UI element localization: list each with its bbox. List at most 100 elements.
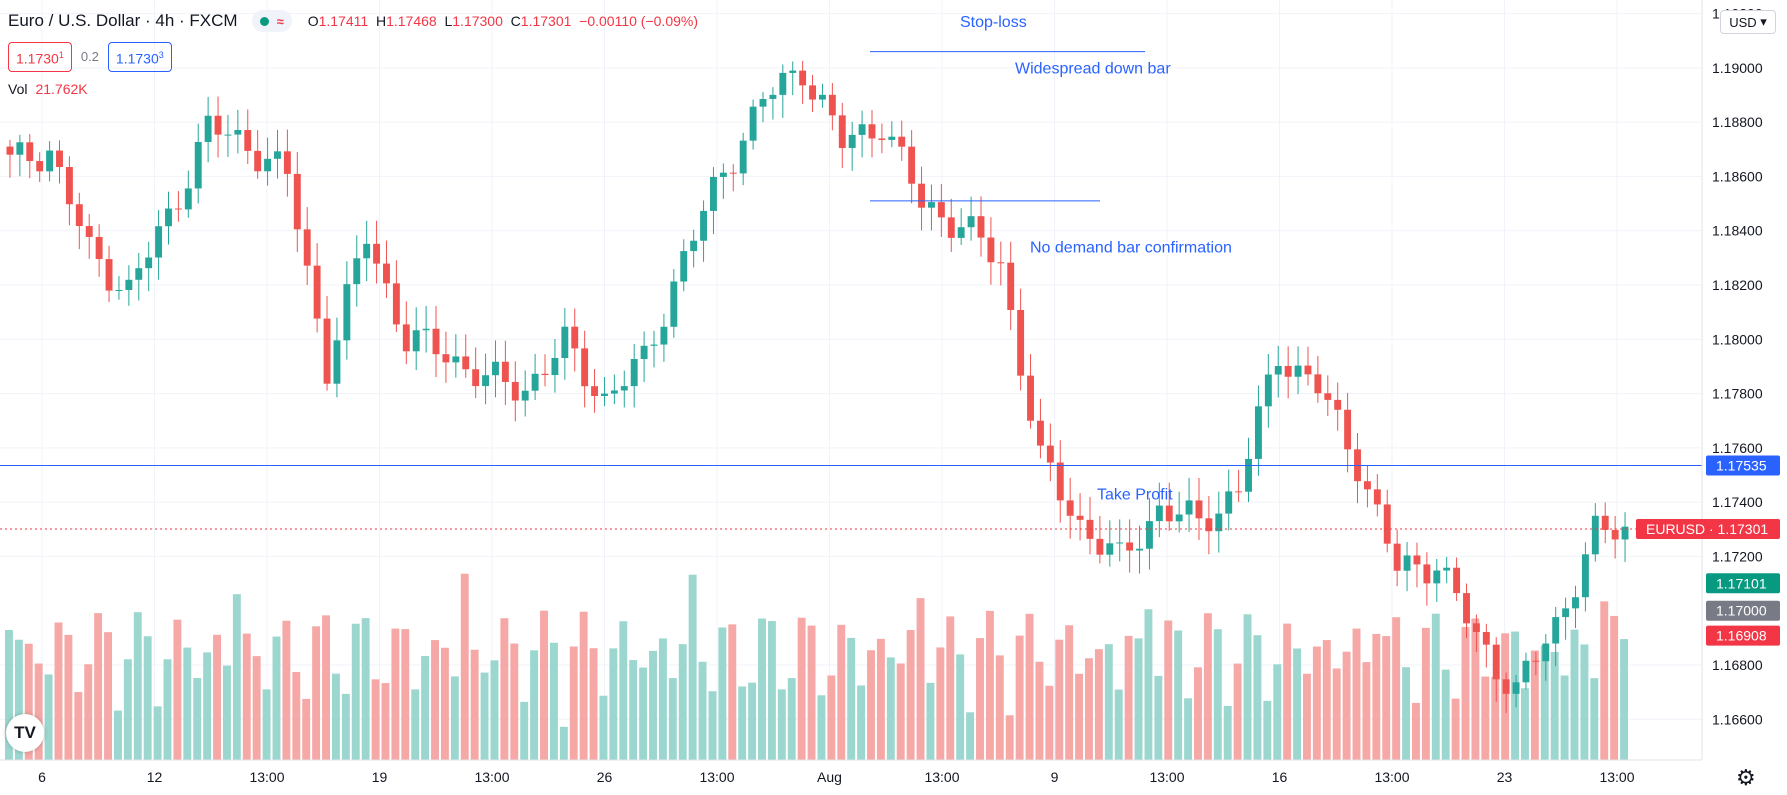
candle-body [1007, 262, 1015, 310]
candle-body [234, 129, 242, 135]
candle-body [1056, 462, 1064, 501]
volume-bar [1065, 625, 1074, 760]
candle-body [333, 340, 341, 384]
volume-bar [272, 636, 281, 760]
time-tick-label: 13:00 [249, 769, 284, 785]
volume-bar [599, 695, 608, 760]
volume-bar [1134, 638, 1143, 760]
volume-bar [857, 685, 866, 760]
volume-bar [1253, 635, 1262, 760]
candle-body [838, 115, 846, 148]
time-tick-label: 23 [1497, 769, 1513, 785]
volume-bar [1540, 645, 1549, 760]
candle-body [937, 202, 945, 218]
candle-body [1324, 393, 1332, 400]
volume-bar [44, 674, 53, 760]
volume-bar [698, 661, 707, 760]
candle-body [868, 124, 876, 139]
buy-button[interactable]: 1.17303 [107, 42, 172, 72]
time-tick-label: 19 [372, 769, 388, 785]
volume-bar [758, 618, 766, 760]
volume-bar [24, 643, 33, 760]
candle-body [1245, 458, 1252, 492]
candle-body [789, 70, 797, 73]
candle-body [155, 226, 163, 258]
candle-body [1284, 366, 1292, 377]
candle-body [442, 354, 450, 363]
candle-body [501, 361, 509, 382]
candle-body [1126, 542, 1134, 551]
volume-bar [906, 629, 915, 760]
volume-bar [1580, 644, 1589, 760]
volume-bar [1085, 658, 1093, 760]
candle-body [680, 251, 688, 282]
candle-body [660, 326, 668, 345]
candle-body [482, 375, 490, 387]
candle-body [977, 216, 985, 238]
volume-bar [1243, 614, 1252, 760]
volume-bar [718, 627, 727, 760]
volume-bar [14, 639, 23, 760]
volume-bar [867, 650, 875, 760]
candle-body [828, 94, 836, 116]
volume-bar [1035, 661, 1044, 760]
candle-body [1552, 617, 1560, 644]
candle-body [1185, 500, 1193, 515]
volume-bar [480, 672, 489, 760]
candle-body [432, 328, 440, 355]
candle-body [541, 373, 549, 376]
volume-bar [1471, 618, 1480, 760]
candle-body [383, 263, 390, 284]
volume-bar [688, 574, 697, 760]
sell-button[interactable]: 1.17301 [8, 42, 72, 72]
currency-select[interactable]: USD ▾ [1720, 10, 1776, 34]
volume-bar [966, 712, 975, 760]
candle-body [1581, 554, 1589, 598]
volume-bar [1283, 623, 1292, 760]
volume-bar [886, 657, 895, 760]
candle-body [591, 386, 599, 396]
volume-bar [1402, 667, 1411, 760]
candle-body [918, 183, 925, 208]
volume-bar [668, 678, 677, 760]
candle-body [462, 356, 470, 370]
volume-bar [302, 698, 311, 760]
status-pill[interactable]: ≈ [251, 10, 292, 32]
symbol-title[interactable]: Euro / U.S. Dollar · 4h · FXCM [8, 11, 238, 30]
volume-bar [1194, 667, 1202, 760]
candle-body [1017, 309, 1025, 376]
volume-bar [1005, 715, 1014, 760]
volume-bar [153, 706, 162, 760]
candle-body [690, 240, 698, 252]
candle-body [343, 284, 351, 341]
volume-bar [262, 689, 271, 760]
candle-body [323, 318, 331, 384]
time-tick-label: 6 [38, 769, 46, 785]
candle-body [264, 158, 272, 172]
volume-bar [222, 665, 231, 760]
candle-body [888, 136, 896, 140]
volume-bar [976, 638, 984, 760]
volume-bar [351, 623, 360, 760]
settings-gear-icon[interactable]: ⚙ [1736, 765, 1756, 790]
volume-bar [322, 615, 330, 760]
candle-body [1413, 555, 1421, 565]
volume-bar [1075, 673, 1084, 760]
volume-bar [916, 598, 925, 760]
price-tick-label: 1.18800 [1712, 114, 1763, 130]
candle-body [85, 226, 93, 237]
candle-body [165, 208, 172, 227]
price-tick-label: 1.17200 [1712, 548, 1763, 564]
tradingview-logo[interactable]: TV [6, 714, 44, 752]
time-tick-label: 13:00 [699, 769, 734, 785]
volume-bar [995, 655, 1004, 760]
candle-body [145, 257, 153, 269]
candle-body [1096, 538, 1104, 555]
price-axis-label-bg [1706, 573, 1780, 594]
volume-bar [431, 640, 439, 760]
candle-body [581, 348, 589, 387]
volume-bar [569, 646, 578, 760]
candle-body [56, 150, 63, 168]
volume-bar [74, 691, 83, 760]
